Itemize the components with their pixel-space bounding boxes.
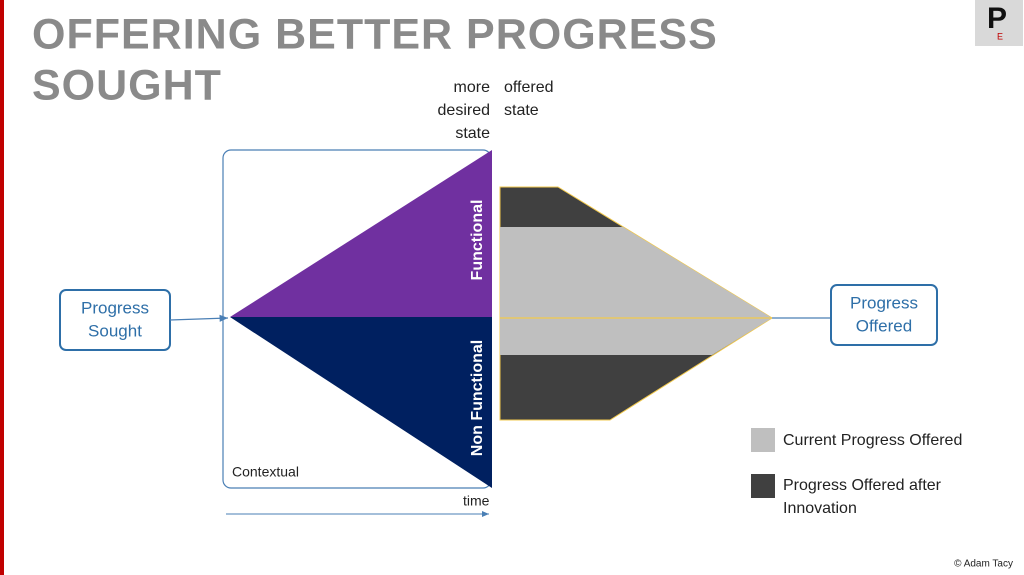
top-label: desired <box>438 102 490 119</box>
title: OFFERING BETTER PROGRESS <box>32 10 718 58</box>
top-label: offered <box>504 79 554 96</box>
legend-swatch <box>751 428 775 452</box>
legend-label: Innovation <box>783 500 857 517</box>
current-offered-shape <box>500 227 772 355</box>
time-label: time <box>463 493 490 509</box>
legend-label: Progress Offered after <box>783 477 942 494</box>
logo-letter: P <box>987 2 1007 35</box>
box-text: Progress <box>850 293 918 312</box>
top-label: more <box>454 79 491 96</box>
logo-sub: E <box>997 31 1003 41</box>
legend-label: Current Progress Offered <box>783 432 962 449</box>
logo <box>975 0 1023 46</box>
non-functional-triangle <box>230 317 492 488</box>
accent-bar <box>0 0 4 575</box>
legend-swatch <box>751 474 775 498</box>
box-text: Offered <box>856 316 912 335</box>
functional-triangle <box>230 150 492 317</box>
copyright: © Adam Tacy <box>954 559 1013 570</box>
top-label: state <box>504 102 539 119</box>
top-label: state <box>455 125 490 142</box>
non-functional-label: Non Functional <box>469 340 486 456</box>
title: SOUGHT <box>32 61 222 109</box>
box-text: Progress <box>81 298 149 317</box>
contextual-label: Contextual <box>232 464 299 480</box>
box-text: Sought <box>88 321 142 340</box>
functional-label: Functional <box>469 200 486 281</box>
arrow <box>169 314 229 322</box>
progress-offered-box <box>830 284 938 346</box>
